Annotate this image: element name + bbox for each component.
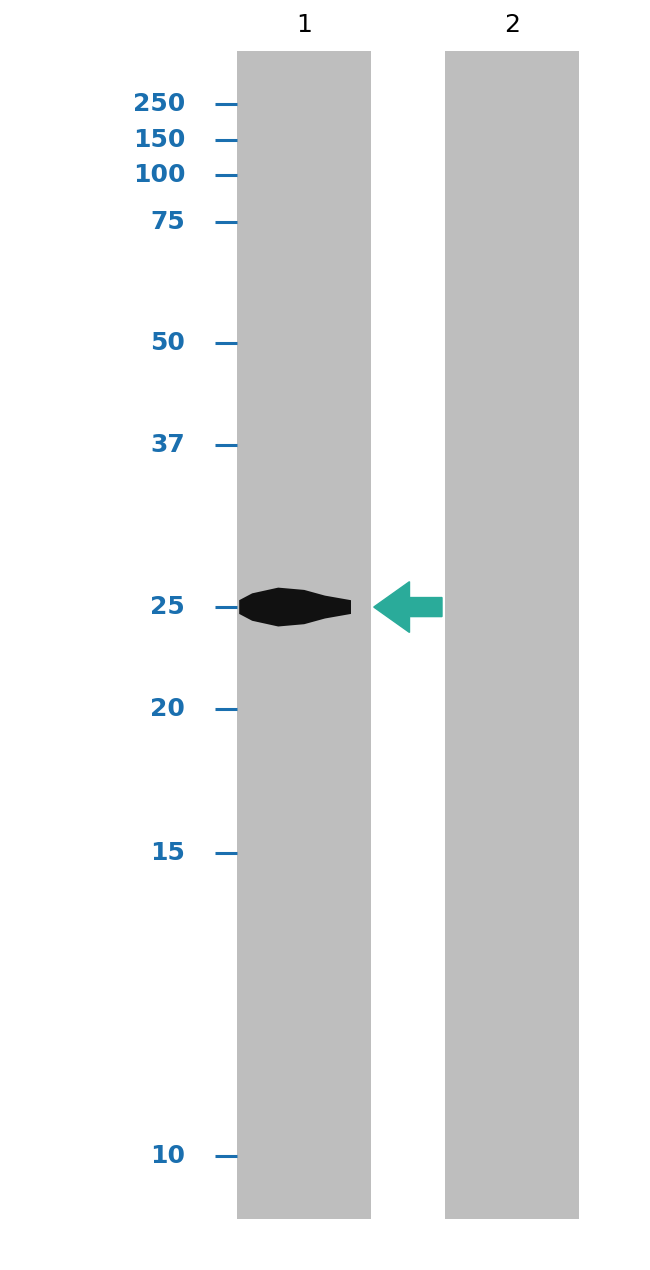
- Text: 10: 10: [150, 1144, 185, 1167]
- Text: 50: 50: [150, 331, 185, 354]
- Text: 75: 75: [151, 211, 185, 234]
- Text: 1: 1: [296, 14, 312, 37]
- Text: 2: 2: [504, 14, 520, 37]
- Polygon shape: [239, 588, 351, 626]
- Text: 100: 100: [133, 164, 185, 187]
- Bar: [445, 51, 578, 1219]
- Bar: [237, 51, 370, 1219]
- Text: 15: 15: [150, 842, 185, 865]
- Text: 20: 20: [150, 697, 185, 720]
- Text: 250: 250: [133, 93, 185, 116]
- Text: 37: 37: [151, 433, 185, 456]
- Text: 150: 150: [133, 128, 185, 151]
- FancyArrow shape: [374, 582, 442, 632]
- Text: 25: 25: [151, 596, 185, 618]
